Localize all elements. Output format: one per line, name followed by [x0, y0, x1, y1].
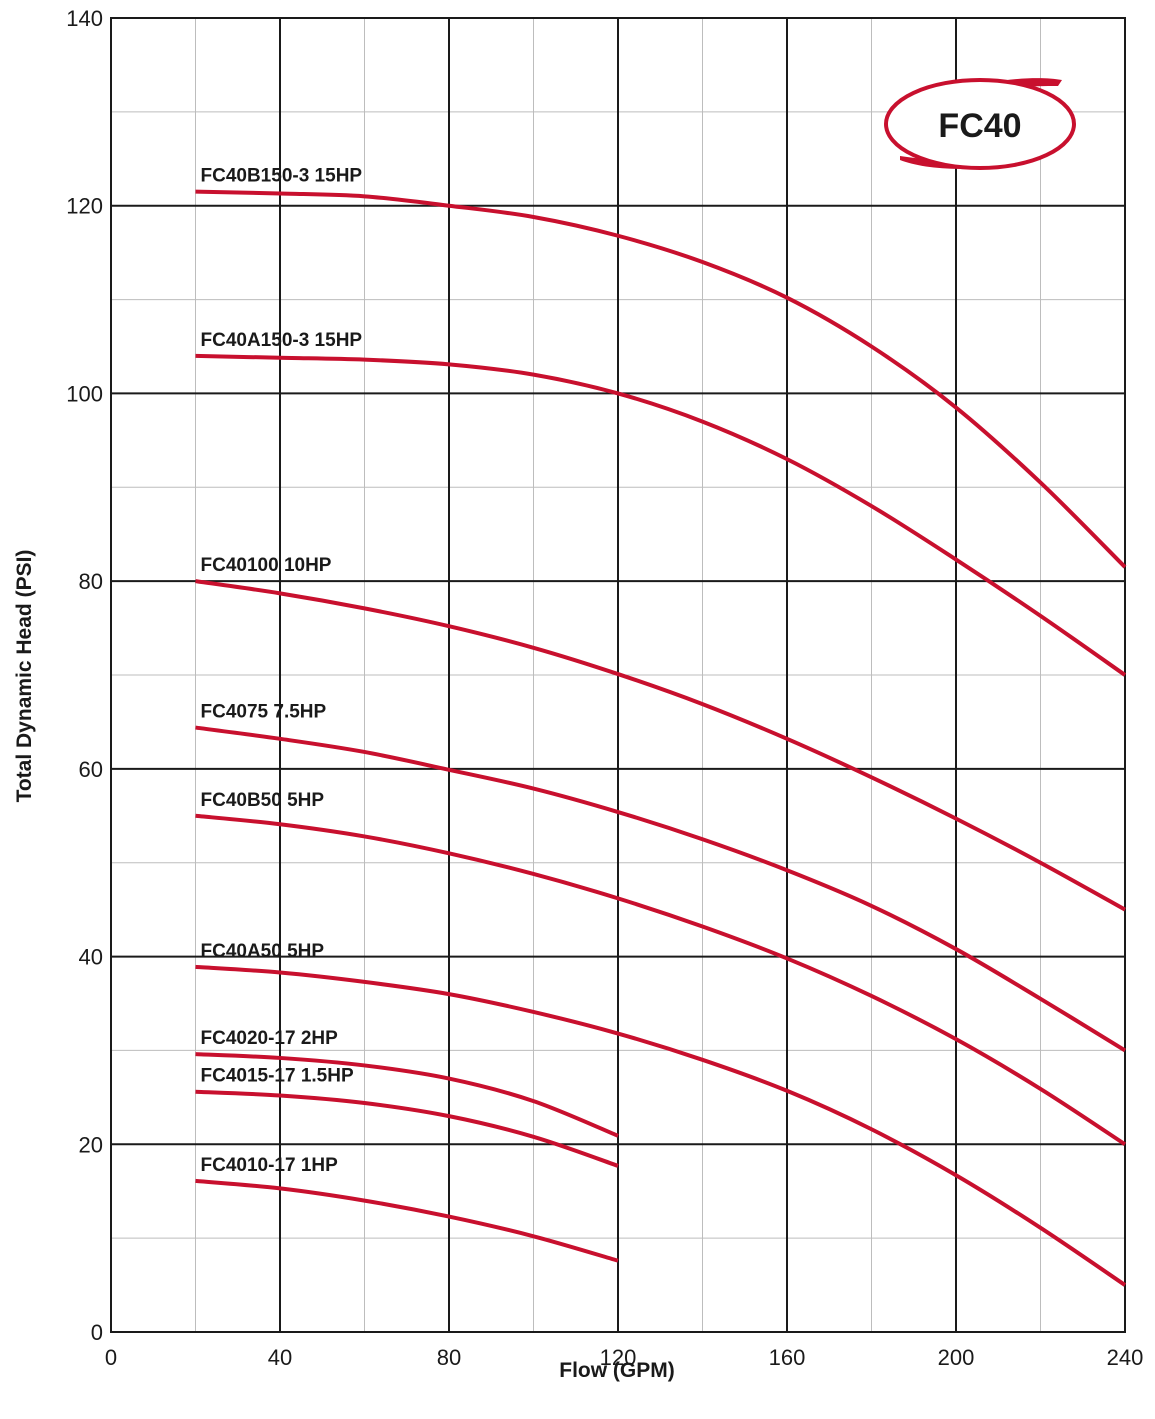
x-tick-label: 200 [938, 1345, 975, 1370]
x-tick-label: 240 [1107, 1345, 1144, 1370]
y-tick-label: 120 [66, 194, 103, 219]
series-line-6 [195, 964, 1127, 1287]
y-tick-label: 40 [79, 945, 103, 970]
x-tick-label: 40 [268, 1345, 292, 1370]
series-label-6: FC40A50 5HP [201, 941, 325, 962]
x-tick-label: 160 [769, 1345, 806, 1370]
fc40-logo: FC40 [884, 78, 1076, 170]
major-grid [111, 18, 1125, 1332]
series-line-7 [195, 1052, 619, 1138]
series-label-9: FC4010-17 1HP [201, 1155, 339, 1176]
y-tick-label: 60 [79, 757, 103, 782]
y-tick-label: 100 [66, 381, 103, 406]
series-label-3: FC40100 10HP [201, 555, 332, 576]
y-tick-label: 0 [91, 1320, 103, 1345]
series-label-4: FC4075 7.5HP [201, 702, 327, 723]
series-labels: FC40B150-3 15HP FC40A150-3 15HP FC40100 10… [201, 166, 363, 1176]
series-line-2 [195, 353, 1127, 677]
x-axis-ticks: 0 40 80 120 160 200 240 [105, 1345, 1143, 1370]
series-line-1 [195, 189, 1127, 569]
series-line-4 [195, 725, 1127, 1053]
x-tick-label: 120 [600, 1345, 637, 1370]
logo-text: FC40 [938, 107, 1021, 145]
y-tick-label: 80 [79, 569, 103, 594]
y-tick-label: 20 [79, 1132, 103, 1157]
series-line-9 [195, 1178, 619, 1263]
logo-ring [884, 78, 1076, 170]
series-label-5: FC40B50 5HP [201, 790, 325, 811]
series-line-8 [195, 1089, 619, 1168]
y-axis-title: Total Dynamic Head (PSI) [13, 550, 36, 803]
y-tick-label: 140 [66, 6, 103, 31]
y-axis-ticks: 0 20 40 60 80 100 120 140 [66, 6, 103, 1345]
series-label-7: FC4020-17 2HP [201, 1028, 339, 1049]
series-line-3 [195, 579, 1126, 912]
series-label-2: FC40A150-3 15HP [201, 330, 363, 351]
series-line-5 [195, 813, 1127, 1146]
series-label-1: FC40B150-3 15HP [201, 166, 363, 187]
series-label-8: FC4015-17 1.5HP [201, 1066, 354, 1087]
x-axis-title: Flow (GPM) [559, 1359, 674, 1382]
series-lines [195, 189, 1127, 1287]
x-tick-label: 0 [105, 1345, 117, 1370]
x-tick-label: 80 [437, 1345, 461, 1370]
